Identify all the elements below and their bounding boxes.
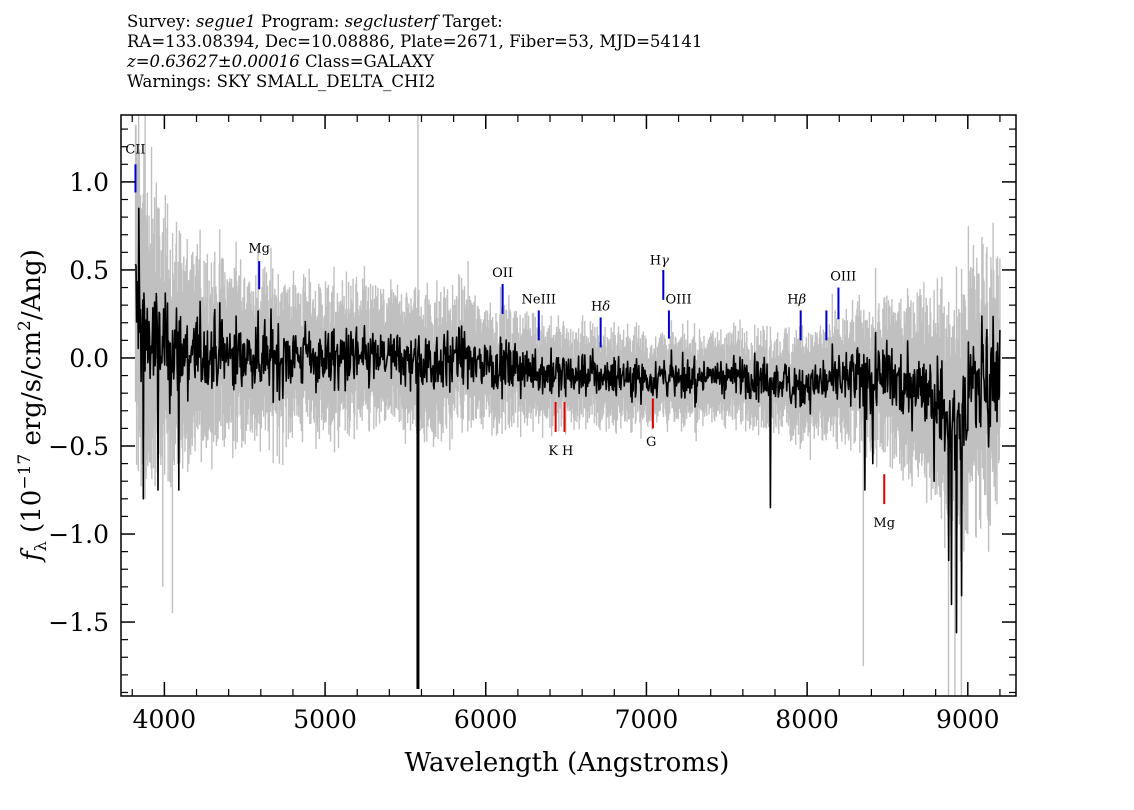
line-label: Mg: [873, 516, 895, 531]
survey-value: segue1: [196, 12, 256, 31]
header-line-warnings: Warnings: SKY SMALL_DELTA_CHI2: [127, 72, 436, 91]
y-tick-label: 0.0: [69, 344, 109, 373]
y-tick-label: −1.5: [48, 608, 109, 637]
y-label-sub: λ: [31, 541, 50, 551]
line-label-greek: γ: [661, 254, 669, 269]
y-label-post2: /Ang): [17, 249, 47, 320]
x-tick-label: 8000: [775, 705, 839, 734]
class-value: Class=GALAXY: [299, 52, 435, 71]
line-label: Hβ: [787, 292, 806, 307]
line-label-greek: β: [798, 292, 807, 307]
program-label: Program:: [255, 12, 345, 31]
y-tick-label: 0.5: [69, 256, 109, 285]
program-value: segclusterf: [344, 12, 438, 31]
redshift-value: z=0.63627±0.00016: [127, 52, 300, 71]
line-label-name: H: [787, 292, 798, 307]
line-label: OII: [492, 266, 513, 281]
line-label-name: K: [548, 444, 558, 459]
line-label: Hδ: [591, 299, 610, 314]
x-tick-label: 9000: [936, 705, 1000, 734]
line-label-name: Mg: [248, 241, 270, 256]
x-tick-label: 4000: [133, 705, 197, 734]
line-label: Hγ: [650, 254, 669, 269]
line-label-name: G: [646, 435, 656, 450]
y-axis-label: fλ (10−17 erg/s/cm2/Ang): [15, 249, 50, 563]
line-label: K: [548, 444, 558, 459]
header-line-redshift: z=0.63627±0.00016 Class=GALAXY: [127, 52, 702, 72]
y-tick-label: 1.0: [69, 168, 109, 197]
x-tick-label: 6000: [454, 705, 518, 734]
line-label: G: [646, 435, 656, 450]
line-label-name: H: [650, 254, 661, 269]
y-label-exp2: 2: [15, 320, 35, 331]
line-label-name: Mg: [873, 516, 895, 531]
y-tick-label: −1.0: [48, 520, 109, 549]
line-label: OIII: [666, 292, 692, 307]
flux-spectrum-layer: [134, 207, 1001, 689]
spectrum-header: Survey: segue1 Program: segclusterf Targ…: [127, 12, 702, 92]
header-line-coords: RA=133.08394, Dec=10.08886, Plate=2671, …: [127, 32, 703, 51]
y-label-pre: (10: [17, 490, 47, 542]
axis-ticks: 4000 5000 6000 7000 8000 9000 1.0 0.5 0.0 −0.5 −1.…: [48, 115, 1016, 734]
x-tick-label: 5000: [293, 705, 357, 734]
x-axis-label: Wavelength (Angstroms): [405, 748, 730, 778]
line-label-name: H: [562, 444, 573, 459]
line-label-name: NeIII: [522, 292, 556, 307]
y-label-exp: −17: [15, 454, 35, 490]
line-label-name: H: [591, 299, 602, 314]
line-label: OIII: [830, 269, 856, 284]
line-label: NeIII: [522, 292, 556, 307]
line-label-name: CII: [125, 143, 145, 158]
y-label-post: erg/s/cm: [17, 331, 47, 454]
flux-line: [134, 207, 1001, 634]
line-label-name: OII: [492, 266, 513, 281]
line-label-name: OIII: [830, 269, 856, 284]
plot-frame: [120, 114, 1017, 697]
header-line-survey: Survey: segue1 Program: segclusterf Targ…: [127, 12, 702, 32]
line-label-greek: δ: [602, 299, 610, 314]
target-label: Target:: [437, 12, 503, 31]
y-tick-label: −0.5: [48, 432, 109, 461]
survey-label: Survey:: [127, 12, 197, 31]
line-label: CII: [125, 143, 145, 158]
line-label: Mg: [248, 241, 270, 256]
line-label-name: OIII: [666, 292, 692, 307]
line-label: H: [562, 444, 573, 459]
x-tick-label: 7000: [615, 705, 679, 734]
